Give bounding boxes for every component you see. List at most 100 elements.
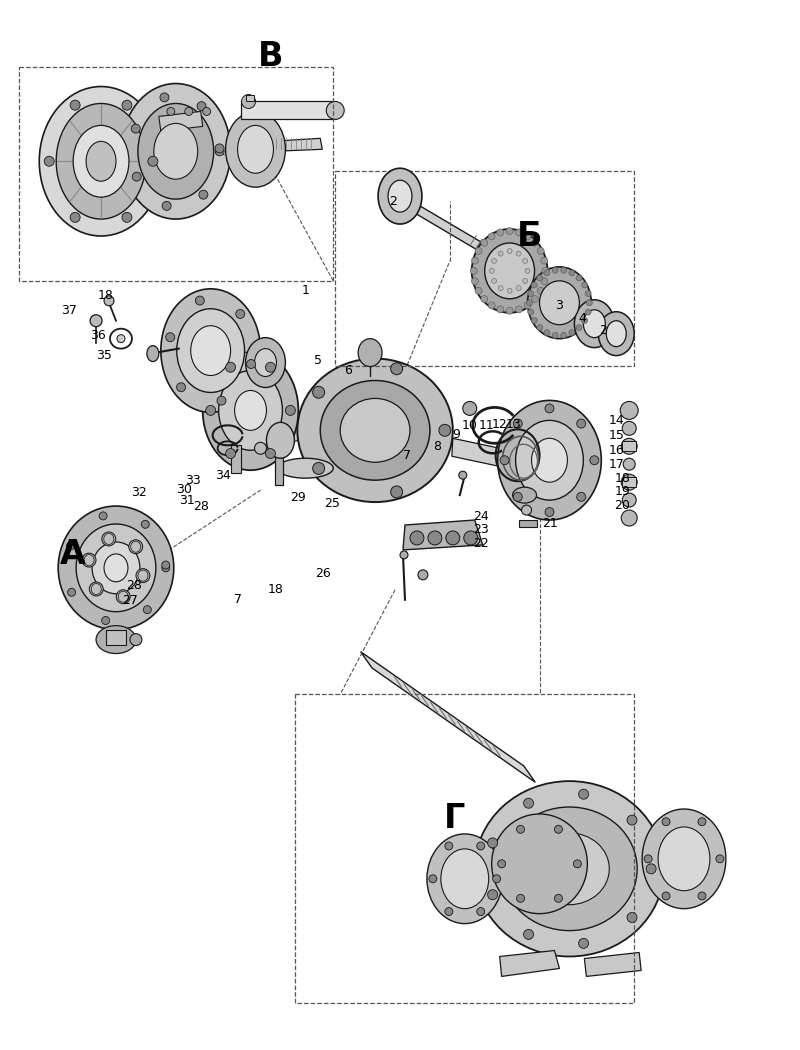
Circle shape — [162, 564, 170, 572]
Circle shape — [497, 229, 504, 236]
Circle shape — [445, 907, 453, 916]
Circle shape — [471, 277, 478, 285]
Circle shape — [552, 268, 558, 273]
Circle shape — [531, 282, 538, 288]
Circle shape — [471, 257, 478, 264]
Circle shape — [531, 296, 538, 302]
Circle shape — [116, 590, 130, 604]
Text: 10: 10 — [462, 419, 478, 432]
Circle shape — [582, 317, 587, 323]
Text: Б: Б — [517, 219, 542, 252]
Circle shape — [544, 270, 550, 276]
Circle shape — [390, 486, 402, 498]
Circle shape — [569, 270, 575, 276]
Circle shape — [522, 278, 528, 284]
Circle shape — [586, 300, 592, 306]
Ellipse shape — [266, 422, 294, 458]
Circle shape — [70, 100, 80, 110]
Circle shape — [143, 606, 151, 613]
Circle shape — [206, 405, 216, 416]
Circle shape — [528, 291, 534, 296]
Text: 6: 6 — [344, 364, 352, 377]
Circle shape — [545, 404, 554, 413]
Circle shape — [246, 359, 255, 369]
Circle shape — [514, 419, 522, 428]
Text: 27: 27 — [122, 594, 138, 607]
Text: 7: 7 — [234, 593, 242, 606]
Circle shape — [197, 102, 206, 110]
Text: 23: 23 — [473, 524, 489, 537]
Circle shape — [390, 362, 402, 375]
Text: 16: 16 — [608, 444, 624, 457]
Ellipse shape — [138, 570, 148, 581]
Circle shape — [142, 521, 150, 528]
Text: 28: 28 — [193, 500, 209, 512]
Text: 20: 20 — [614, 499, 630, 511]
Ellipse shape — [427, 834, 502, 924]
Bar — [622, 477, 636, 487]
Circle shape — [131, 124, 140, 133]
Circle shape — [82, 553, 96, 567]
Circle shape — [132, 172, 141, 181]
Ellipse shape — [530, 833, 610, 905]
Circle shape — [517, 895, 525, 902]
Circle shape — [202, 107, 210, 116]
Circle shape — [622, 475, 637, 490]
Text: Г: Г — [444, 802, 466, 836]
Ellipse shape — [118, 591, 128, 603]
Circle shape — [561, 333, 566, 338]
Circle shape — [99, 512, 107, 520]
Circle shape — [662, 818, 670, 825]
Text: 9: 9 — [452, 427, 460, 441]
Circle shape — [627, 912, 637, 923]
Circle shape — [445, 842, 453, 849]
Circle shape — [552, 333, 558, 338]
Circle shape — [590, 456, 599, 465]
Circle shape — [488, 838, 498, 848]
Text: 32: 32 — [131, 485, 146, 499]
Circle shape — [439, 424, 451, 437]
Circle shape — [215, 147, 224, 155]
Circle shape — [498, 286, 503, 291]
Text: 22: 22 — [473, 538, 489, 550]
Polygon shape — [270, 139, 322, 151]
Ellipse shape — [492, 814, 587, 914]
Circle shape — [524, 233, 531, 239]
Polygon shape — [216, 349, 249, 375]
Circle shape — [475, 288, 482, 294]
Circle shape — [698, 818, 706, 825]
Ellipse shape — [598, 312, 634, 356]
Text: 12: 12 — [492, 418, 507, 430]
Ellipse shape — [96, 626, 136, 653]
Ellipse shape — [58, 506, 174, 630]
Text: 29: 29 — [290, 490, 306, 504]
Circle shape — [582, 282, 587, 288]
Circle shape — [489, 269, 494, 273]
Circle shape — [491, 278, 497, 284]
Polygon shape — [403, 520, 482, 550]
Circle shape — [429, 875, 437, 883]
Circle shape — [574, 860, 582, 867]
Circle shape — [507, 289, 512, 293]
Circle shape — [491, 258, 497, 264]
Bar — [230, 445, 241, 474]
Circle shape — [199, 190, 208, 200]
Ellipse shape — [104, 554, 128, 582]
Circle shape — [313, 386, 325, 398]
Circle shape — [531, 239, 538, 246]
Circle shape — [477, 907, 485, 916]
Circle shape — [475, 248, 482, 254]
Circle shape — [185, 107, 193, 116]
Ellipse shape — [358, 339, 382, 366]
Ellipse shape — [378, 168, 422, 224]
Ellipse shape — [441, 848, 489, 908]
Bar — [106, 630, 126, 645]
Ellipse shape — [515, 420, 583, 500]
Circle shape — [254, 442, 266, 455]
Circle shape — [514, 492, 522, 501]
Text: 17: 17 — [608, 458, 624, 470]
Circle shape — [418, 570, 428, 580]
Circle shape — [117, 335, 125, 342]
Ellipse shape — [86, 142, 116, 182]
Circle shape — [620, 401, 638, 419]
